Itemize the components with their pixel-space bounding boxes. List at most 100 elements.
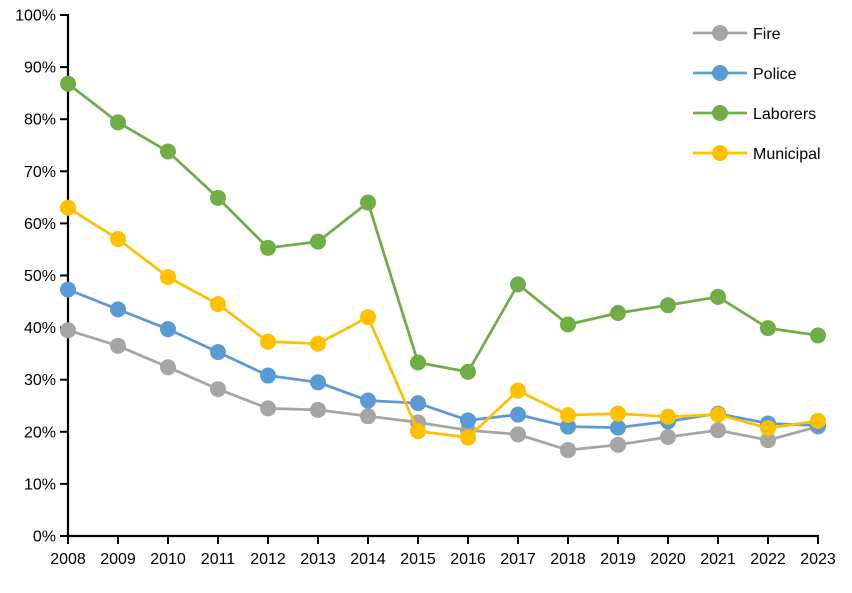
point-municipal-2013 [310,335,326,352]
point-municipal-2020 [660,408,676,425]
fire-series-swatch-icon [693,23,747,48]
y-tick-label: 40% [24,320,56,337]
point-laborers-2016 [460,363,476,380]
legend-item-municipal: Municipal [693,135,821,175]
legend-marker [712,104,728,121]
chart-legend: Fire Police Laborers Municipal [693,15,821,175]
point-laborers-2013 [310,233,326,250]
point-laborers-2010 [160,143,176,160]
point-laborers-2022 [760,320,776,337]
point-police-2010 [160,321,176,338]
series-fire [60,322,826,459]
municipal-series-swatch-icon [693,143,747,168]
legend-label: Laborers [753,106,817,123]
x-tick-label: 2022 [750,551,786,568]
point-laborers-2015 [410,354,426,371]
point-police-2019 [610,419,626,436]
point-police-2015 [410,395,426,412]
x-tick-label: 2010 [150,551,186,568]
point-laborers-2011 [210,189,226,206]
point-municipal-2008 [60,199,76,216]
point-municipal-2018 [560,407,576,424]
x-tick-label: 2008 [50,551,86,568]
legend-item-fire: Fire [693,15,821,55]
point-police-2018 [560,418,576,435]
point-police-2016 [460,412,476,429]
point-fire-2017 [510,426,526,443]
x-tick-label: 2013 [300,551,336,568]
point-municipal-2012 [260,333,276,350]
x-tick-label: 2020 [650,551,686,568]
point-fire-2021 [710,422,726,439]
point-municipal-2014 [360,309,376,326]
point-laborers-2018 [560,316,576,333]
y-tick-label: 70% [24,164,56,181]
point-municipal-2021 [710,406,726,423]
y-tick-label: 80% [24,112,56,129]
series-line-police [66,288,820,430]
point-municipal-2016 [460,429,476,446]
point-municipal-2015 [410,423,426,440]
point-fire-2014 [360,408,376,425]
point-fire-2022 [760,432,776,449]
point-fire-2018 [560,442,576,459]
y-tick-label: 50% [24,268,56,285]
point-laborers-2017 [510,276,526,293]
point-police-2014 [360,392,376,409]
point-municipal-2011 [210,296,226,313]
point-laborers-2019 [610,305,626,322]
series-line-municipal [66,206,820,439]
point-police-2013 [310,374,326,391]
point-police-2008 [60,281,76,298]
legend-label: Fire [753,26,781,43]
point-fire-2010 [160,359,176,376]
y-tick-label: 10% [24,476,56,493]
legend-marker [712,64,728,81]
point-police-2011 [210,344,226,361]
point-laborers-2014 [360,194,376,211]
point-police-2017 [510,406,526,423]
point-police-2012 [260,367,276,384]
point-municipal-2010 [160,269,176,286]
point-fire-2008 [60,322,76,339]
point-fire-2019 [610,436,626,453]
y-axis: 0% 10% 20% 30% 40% 50% 60% 70% 80% 90% 100% [15,8,68,546]
x-tick-label: 2009 [100,551,136,568]
point-municipal-2017 [510,382,526,399]
legend-swatch-graphic [693,144,747,161]
series-laborers [60,75,826,380]
point-fire-2020 [660,429,676,446]
x-tick-label: 2021 [700,551,736,568]
legend-label: Municipal [753,146,821,163]
point-fire-2013 [310,401,326,418]
point-fire-2012 [260,400,276,417]
legend-swatch-graphic [693,24,747,41]
legend-label: Police [753,66,797,83]
y-tick-label: 100% [15,8,56,25]
point-police-2009 [110,301,126,318]
x-tick-label: 2012 [250,551,286,568]
police-series-swatch-icon [693,63,747,88]
point-municipal-2009 [110,231,126,248]
x-tick-label: 2014 [350,551,386,568]
x-axis: 2008 2009 2010 2011 2012 2013 2014 2015 2016 2017… [50,536,836,568]
point-laborers-2012 [260,239,276,256]
y-tick-label: 0% [33,529,56,546]
point-laborers-2020 [660,297,676,314]
series-line-laborers [66,82,820,374]
y-tick-label: 30% [24,372,56,389]
x-tick-label: 2019 [600,551,636,568]
point-fire-2011 [210,381,226,398]
point-laborers-2009 [110,114,126,131]
point-laborers-2008 [60,75,76,92]
point-municipal-2022 [760,420,776,437]
point-municipal-2019 [610,405,626,422]
x-tick-label: 2016 [450,551,486,568]
y-tick-label: 90% [24,60,56,77]
laborers-series-swatch-icon [693,103,747,128]
legend-swatch-graphic [693,64,747,81]
legend-item-laborers: Laborers [693,95,821,135]
point-laborers-2023 [810,327,826,344]
